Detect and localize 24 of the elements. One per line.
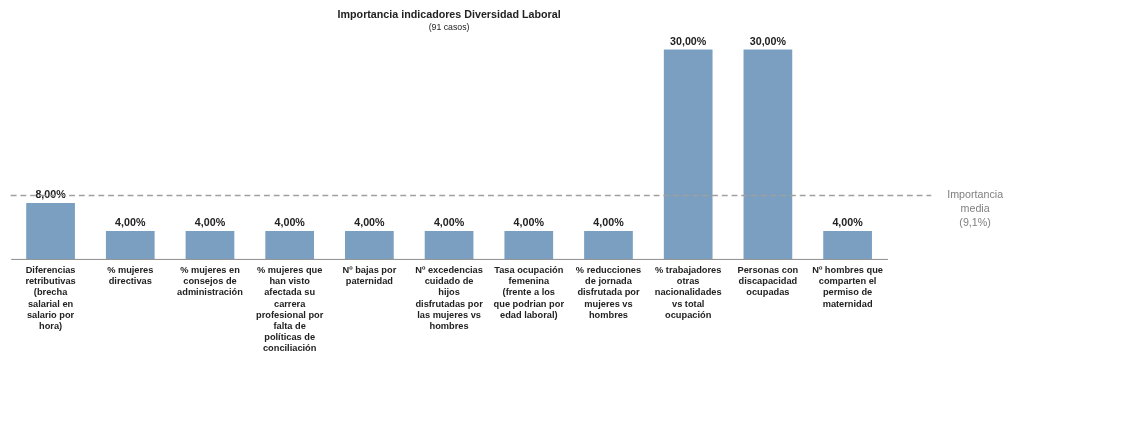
- x-tick-label: Nº hombres que comparten el permiso de maternidad: [812, 265, 883, 309]
- ref-line-label: Importancia media (9,1%): [947, 188, 1004, 228]
- x-tick-label: Nº bajas por paternidad: [342, 265, 397, 287]
- data-label: 4,00%: [274, 216, 306, 229]
- data-label: 4,00%: [115, 216, 146, 229]
- data-label: 4,00%: [513, 216, 545, 229]
- x-tick-label: Nº excedencias cuidado de hijos disfrutadas por las mujeres vs hombres: [415, 265, 484, 332]
- data-label: 4,00%: [194, 216, 226, 229]
- data-label: 4,00%: [433, 216, 465, 229]
- data-label: 4,00%: [593, 216, 625, 229]
- x-tick-label: % trabajadores otras nacionalidades vs total ocupación: [654, 265, 722, 320]
- chart-subtitle: (91 casos): [428, 22, 470, 33]
- x-tick-label: Personas con discapacidad ocupadas: [737, 265, 799, 298]
- data-label: 4,00%: [832, 216, 864, 229]
- x-tick-label: % mujeres que han visto afectada su carrera profesional por falta de políticas de conciliación: [256, 265, 324, 354]
- data-label: 4,00%: [354, 216, 386, 229]
- x-tick-label: % mujeres en consejos de administración: [177, 265, 244, 298]
- x-tick-label: Diferencias retributivas (brecha salarial en salario por hora): [25, 265, 76, 332]
- x-tick-label: % mujeres directivas: [107, 265, 154, 287]
- data-label: 30,00%: [670, 34, 707, 47]
- x-tick-label: % reducciones de jornada disfrutada por mujeres vs hombres: [575, 265, 642, 320]
- x-tick-label: Tasa ocupación femenina (frente a los que podrian por edad laboral): [493, 265, 565, 320]
- chart-title: Importancia indicadores Diversidad Laboral: [337, 8, 561, 21]
- data-label: 30,00%: [749, 34, 787, 47]
